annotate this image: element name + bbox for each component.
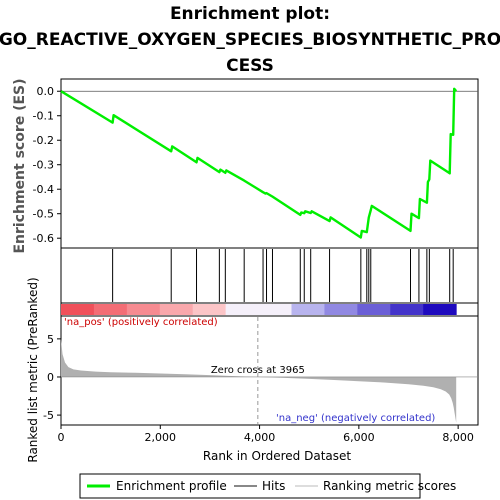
rank-bar-segment — [61, 304, 95, 315]
legend-metric-label: Ranking metric scores — [323, 479, 456, 493]
legend: Enrichment profile Hits Ranking metric s… — [79, 473, 456, 499]
metric-x-tick-label: 0 — [58, 431, 65, 444]
es-y-axis-label: Enrichment score (ES) — [12, 78, 28, 253]
es-y-tick-label: -0.1 — [33, 110, 54, 123]
rank-bar-segment — [159, 304, 194, 315]
rank-bar-segments — [61, 304, 457, 315]
metric-y-tick-label: -5 — [43, 409, 54, 422]
rank-bar-segment — [390, 304, 424, 315]
es-y-tick-label: 0.0 — [37, 85, 55, 98]
es-y-tick-label: -0.5 — [33, 208, 54, 221]
rank-color-bar — [60, 302, 479, 317]
rank-bar-segment — [225, 304, 260, 315]
plot-title-line-3: CESS — [226, 56, 274, 76]
legend-enrichment-label: Enrichment profile — [116, 479, 227, 493]
rank-bar-segment — [192, 304, 227, 315]
rank-bar-segment — [258, 304, 293, 315]
neg-correlated-label: 'na_neg' (negatively correlated) — [276, 413, 435, 424]
zero-cross-label: Zero cross at 3965 — [211, 365, 305, 376]
metric-y-tick-label: 5 — [47, 333, 54, 346]
metric-x-axis-label: Rank in Ordered Dataset — [203, 449, 351, 463]
metric-y-tick-label: 0 — [47, 371, 54, 384]
rank-bar-segment — [291, 304, 325, 315]
hits-panel — [60, 247, 479, 304]
rank-bar-segment — [126, 304, 161, 315]
rank-bar-segment — [324, 304, 358, 315]
rank-bar-segment — [423, 304, 457, 315]
metric-x-tick-label: 6,000 — [343, 431, 375, 444]
hits-frame — [60, 247, 479, 304]
ranking-metric-area — [61, 338, 457, 423]
enrichment-profile-line — [60, 87, 458, 239]
metric-plot-frame — [60, 315, 479, 426]
es-y-axis: 0.0 -0.1 -0.2 -0.3 -0.4 -0.5 -0.6 — [33, 85, 61, 245]
metric-y-axis: 5 0 -5 — [43, 333, 61, 422]
es-y-tick-label: -0.6 — [33, 232, 54, 245]
metric-x-tick-label: 2,000 — [145, 431, 177, 444]
rank-bar-segment — [357, 304, 391, 315]
rank-bar-segment — [93, 304, 128, 315]
plot-title-line-2: GO_REACTIVE_OXYGEN_SPECIES_BIOSYNTHETIC_… — [0, 30, 500, 50]
legend-hits-label: Hits — [262, 479, 285, 493]
es-y-tick-label: -0.2 — [33, 134, 54, 147]
metric-x-tick-label: 8,000 — [442, 431, 474, 444]
es-plot-frame — [60, 78, 479, 249]
hit-markers — [112, 249, 454, 302]
es-y-tick-label: -0.4 — [33, 183, 54, 196]
plot-title-line-1: Enrichment plot: — [170, 4, 330, 24]
es-y-tick-label: -0.3 — [33, 159, 54, 172]
pos-correlated-label: 'na_pos' (positively correlated) — [64, 317, 218, 328]
ranking-metric-panel: Zero cross at 3965 'na_pos' (positively … — [26, 277, 479, 463]
metric-y-axis-label: Ranked list metric (PreRanked) — [26, 277, 40, 462]
enrichment-score-panel: 0.0 -0.1 -0.2 -0.3 -0.4 -0.5 -0.6 Enrichment s… — [12, 78, 479, 254]
metric-x-tick-label: 4,000 — [244, 431, 276, 444]
metric-x-axis: 0 2,000 4,000 6,000 8,000 — [58, 425, 474, 444]
